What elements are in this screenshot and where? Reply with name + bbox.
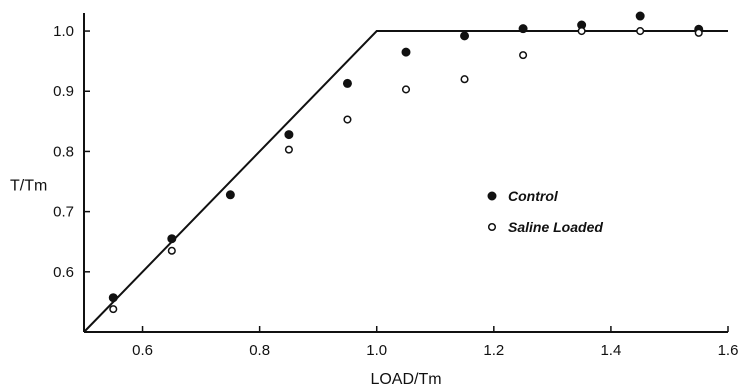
saline-loaded-point — [460, 75, 469, 84]
y-tick-label: 0.6 — [53, 264, 74, 281]
control-point — [108, 293, 118, 303]
saline-loaded-point — [109, 305, 118, 314]
x-tick-label: 1.4 — [600, 342, 621, 359]
saline-loaded-point — [343, 115, 352, 124]
legend-control-marker — [487, 191, 497, 201]
control-point — [225, 190, 235, 200]
saline-loaded-point — [167, 246, 176, 255]
control-point — [518, 24, 528, 34]
saline-loaded-point — [636, 27, 645, 36]
control-point — [342, 78, 352, 88]
saline-loaded-point — [694, 28, 703, 37]
y-tick-label: 1.0 — [53, 23, 74, 40]
x-tick-label: 0.8 — [249, 342, 270, 359]
legend-label: Saline Loaded — [508, 219, 603, 235]
control-point — [401, 47, 411, 57]
saline-loaded-point — [519, 51, 528, 60]
legend-label: Control — [508, 188, 559, 204]
x-axis-label: LOAD/Tm — [370, 371, 441, 388]
y-tick-label: 0.9 — [53, 83, 74, 100]
saline-loaded-point — [401, 85, 411, 94]
reference-line — [83, 30, 728, 333]
x-tick-label: 1.0 — [366, 342, 387, 359]
y-axis-label: T/Tm — [10, 178, 47, 195]
control-point — [167, 234, 177, 244]
x-tick-label: 1.2 — [483, 342, 504, 359]
control-point — [635, 11, 645, 21]
axes: 0.6 0.8 1.0 1.2 1.4 1.6 0.6 0.7 0.8 0.9 1.0 LOAD/Tm… — [10, 13, 738, 388]
control-point — [284, 130, 294, 140]
x-tick-label: 1.6 — [718, 342, 738, 359]
y-tick-label: 0.7 — [53, 204, 74, 221]
y-tick-label: 0.8 — [53, 143, 74, 160]
saline-loaded-point — [284, 145, 293, 154]
legend: Control Saline Loaded — [487, 188, 603, 235]
reference-line-group — [83, 30, 728, 333]
saline-loaded-point — [577, 27, 586, 36]
legend-saline-marker — [487, 222, 497, 232]
data-points — [108, 11, 704, 314]
control-point — [460, 31, 470, 41]
x-tick-label: 0.6 — [132, 342, 153, 359]
